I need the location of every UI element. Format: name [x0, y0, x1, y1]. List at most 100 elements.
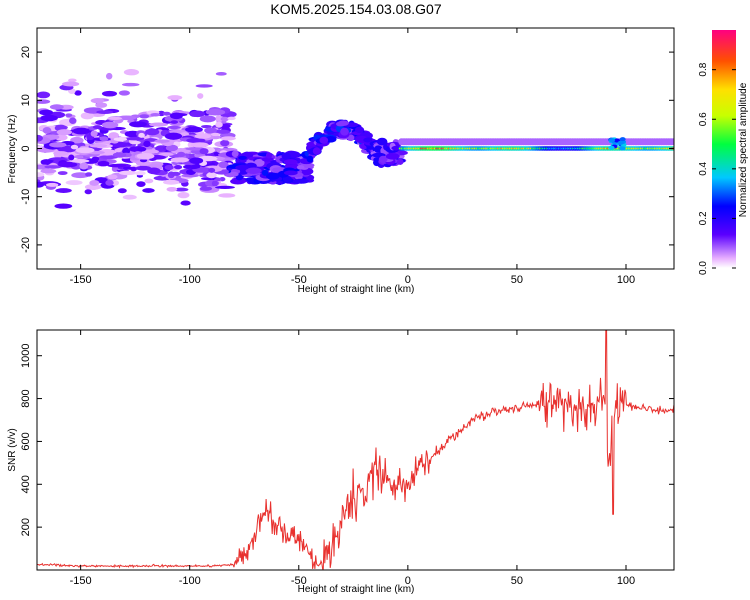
- spectrogram-cell: [40, 159, 53, 166]
- spectrogram-cell: [95, 102, 108, 108]
- spectrogram-cell: [190, 142, 209, 148]
- spectrogram-cell: [215, 185, 235, 190]
- snr-ticks: -150 -100 -50 0 50 100 200 400 600 800 1000: [20, 330, 674, 587]
- spectrogram-cell: [105, 179, 114, 186]
- snr-ytick-label: 600: [20, 432, 32, 450]
- colorbar-label: Normalized spectral amplitude: [738, 82, 749, 217]
- spectrogram-cell: [167, 125, 181, 130]
- spectrogram-cell: [177, 192, 190, 199]
- spectrogram-ytick-label: 20: [20, 46, 32, 58]
- snr-ytick-label: 1000: [20, 343, 32, 367]
- spectrogram-cell: [139, 114, 150, 119]
- spectrogram-cell: [101, 121, 119, 129]
- spectrogram-cell: [179, 132, 190, 137]
- spectrogram-cell: [136, 181, 146, 187]
- spectrogram-cell: [385, 153, 400, 160]
- spectrogram-cell: [65, 180, 83, 186]
- spectrogram-cell: [54, 203, 73, 209]
- spectrogram-cell: [143, 140, 151, 148]
- spectrogram-cell: [337, 120, 349, 126]
- spectrogram-cell: [180, 200, 191, 206]
- spectrogram-cell: [70, 144, 79, 150]
- spectrogram-cell: [89, 143, 108, 148]
- spectrogram-cell: [39, 109, 53, 116]
- spectrogram-cell: [122, 194, 137, 200]
- spectrogram-cell: [135, 165, 152, 171]
- spectrogram-cell: [107, 163, 127, 168]
- spectrogram-cell: [44, 165, 62, 169]
- spectrogram-xtick-label: 0: [405, 274, 411, 286]
- snr-xtick-label: -150: [70, 575, 92, 587]
- colorbar-tick-label: 0.8: [698, 62, 709, 76]
- spectrogram-cell: [131, 140, 141, 145]
- colorbar: 0.0 0.2 0.4 0.6 0.8 Normalized spectral ampl…: [698, 30, 749, 275]
- spectrogram-xtick-label: -50: [291, 274, 307, 286]
- spectrogram-cell: [70, 136, 84, 144]
- spectrogram-cell: [220, 139, 230, 147]
- spectrogram-cell: [166, 186, 178, 192]
- spectrogram-cell: [205, 108, 226, 116]
- spectrogram-cell: [57, 171, 68, 176]
- spectrogram-cell: [96, 110, 114, 115]
- spectrogram-cell: [61, 81, 80, 87]
- spectrogram-cell: [142, 149, 159, 154]
- spectrogram-cell: [265, 152, 273, 159]
- spectrogram-cell: [162, 111, 171, 116]
- spectrogram-cell: [181, 173, 200, 178]
- snr-ylabel: SNR (v/v): [7, 428, 18, 471]
- spectrogram-cell: [40, 168, 57, 174]
- spectrogram-cell: [125, 136, 145, 141]
- spectrogram-cell: [170, 157, 189, 163]
- spectrogram-cell: [90, 130, 98, 137]
- snr-xtick-label: -50: [291, 575, 307, 587]
- colorbar-tick-label: 0.4: [698, 161, 709, 175]
- spectrogram-ytick-label: 10: [20, 94, 32, 106]
- spectrogram-cell: [164, 132, 183, 140]
- spectrogram-cell: [220, 136, 236, 141]
- spectrogram-cell: [185, 147, 205, 151]
- spectrogram-cell: [363, 137, 373, 143]
- spectrogram-cell: [608, 145, 615, 150]
- spectrogram-cell: [85, 172, 93, 177]
- spectrogram-cell: [155, 145, 167, 153]
- colorbar-gradient: [712, 30, 736, 268]
- spectrogram-cell: [114, 148, 122, 153]
- spectrogram-cell: [340, 127, 349, 136]
- snr-xtick-label: 100: [617, 575, 635, 587]
- spectrogram-cell: [165, 144, 178, 152]
- spectrogram-cell: [108, 132, 120, 139]
- spectrogram-cell: [396, 158, 404, 165]
- spectrogram-cell: [49, 142, 67, 148]
- spectrogram-cell: [215, 71, 227, 76]
- spectrogram-cell: [619, 137, 626, 142]
- spectrogram-cell: [169, 171, 181, 176]
- spectrogram-cell: [231, 150, 239, 158]
- spectrogram-cell: [235, 164, 249, 171]
- spectrogram-cell: [206, 172, 217, 179]
- chart-title: KOM5.2025.154.03.08.G07: [270, 1, 441, 17]
- spectrogram-cell: [136, 152, 155, 160]
- spectrogram-cell: [74, 155, 84, 159]
- spectrogram-cell: [136, 130, 145, 134]
- spectrogram-cell: [261, 157, 274, 162]
- spectrogram-cell: [163, 179, 180, 185]
- spectrogram-cell: [144, 128, 160, 136]
- spectrogram-cell: [97, 160, 110, 167]
- spectrogram-cell: [107, 174, 118, 180]
- spectrogram-cell: [189, 157, 204, 164]
- spectrogram-cell: [319, 136, 329, 144]
- snr-panel: -150 -100 -50 0 50 100 200 400 600 800 1000 Height…: [7, 329, 675, 595]
- spectrogram-cell: [71, 172, 90, 179]
- spectrogram-cell: [99, 136, 109, 142]
- spectrogram-cell: [293, 178, 310, 184]
- spectrogram-cell: [176, 151, 186, 157]
- spectrogram-cell: [174, 165, 183, 170]
- spectrogram-cell: [619, 146, 626, 151]
- spectrogram-cell: [65, 113, 73, 117]
- spectrogram-cell: [230, 178, 246, 185]
- spectrogram-cell: [92, 125, 103, 130]
- snr-xtick-label: -100: [179, 575, 201, 587]
- spectrogram-cell: [199, 148, 209, 155]
